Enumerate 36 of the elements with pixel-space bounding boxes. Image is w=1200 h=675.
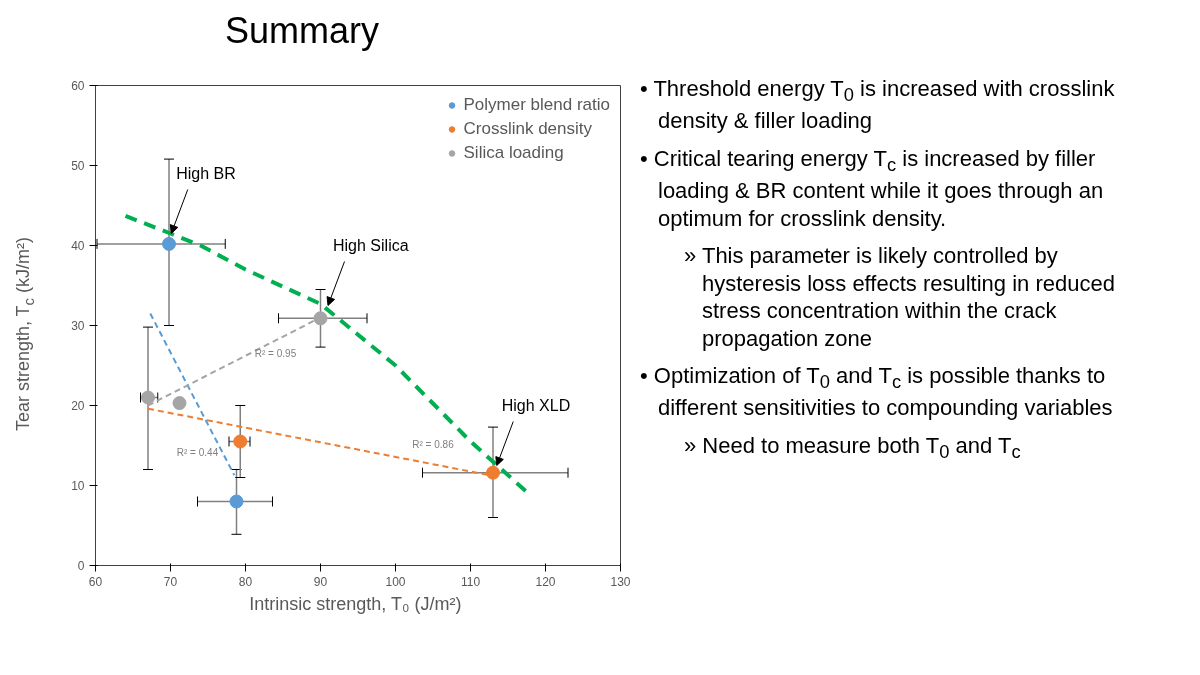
x-tick-label: 120 xyxy=(535,574,556,589)
text: » This parameter is likely controlled by hysteresis loss effects resulting in reduced stress concentration within the crack propagation zone xyxy=(684,242,1116,353)
point xyxy=(313,311,328,326)
annotation: High Silica xyxy=(333,236,409,254)
x-tick-label: 130 xyxy=(610,574,631,589)
y-tick-label: 40 xyxy=(71,239,85,253)
y-tick-label: 30 xyxy=(71,319,85,333)
point xyxy=(486,465,500,480)
y-tick-label: 10 xyxy=(71,479,85,493)
y-tick-label: 60 xyxy=(71,79,85,93)
text: » Need to measure both T$_{0}$ and T$_{c}$ xyxy=(684,431,1022,465)
x-tick-label: 100 xyxy=(385,574,406,589)
legend-label: Polymer blend ratio xyxy=(463,95,610,115)
annotation: High XLD xyxy=(501,396,571,414)
x-axis-title: Intrinsic strength, T₀ (J/m²) xyxy=(249,593,462,614)
x-tick-label: 90 xyxy=(313,574,328,589)
x-tick-label: 60 xyxy=(88,574,103,589)
y-tick-label: 0 xyxy=(77,559,85,573)
annotation: R² = 0.44 xyxy=(176,446,219,458)
x-tick-label: 70 xyxy=(163,574,178,589)
legend-label: Crosslink density xyxy=(463,119,593,139)
text: • Critical tearing energy T$_{c}$ is increased by filler loading & BR content while it goes through an optimum for crosslink density. xyxy=(640,144,1105,233)
point xyxy=(229,494,244,509)
annotation: R² = 0.95 xyxy=(254,348,297,360)
annotation: High BR xyxy=(176,164,236,182)
x-tick-label: 110 xyxy=(460,574,481,589)
x-tick-label: 80 xyxy=(238,574,253,589)
point xyxy=(172,396,187,411)
annotation: R² = 0.86 xyxy=(412,438,455,450)
point xyxy=(162,236,176,251)
legend-label: Silica loading xyxy=(463,143,564,163)
y-tick-label: 50 xyxy=(71,159,85,173)
y-tick-label: 20 xyxy=(71,399,85,413)
point xyxy=(141,390,155,405)
chart-title: Summary xyxy=(225,9,380,53)
point xyxy=(233,434,248,449)
